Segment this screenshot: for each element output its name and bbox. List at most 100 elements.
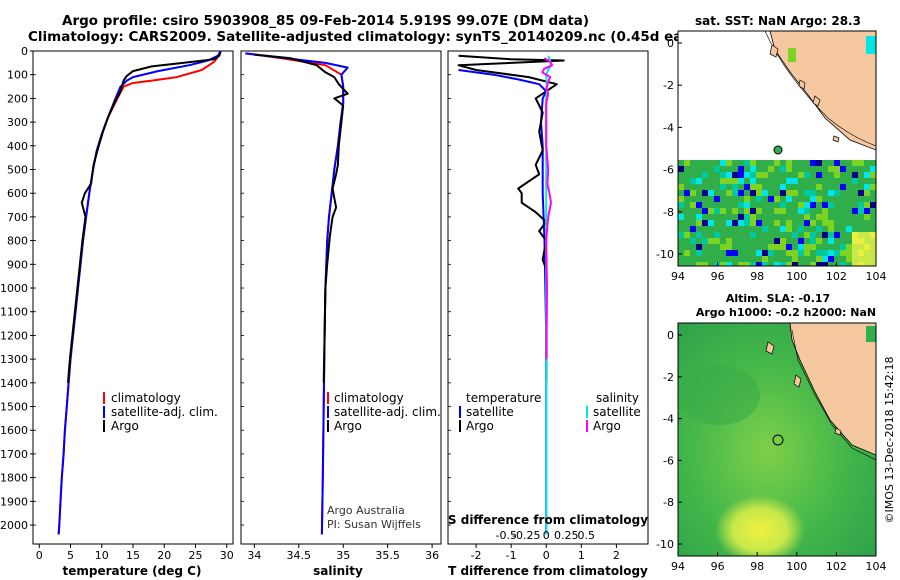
series-climatology — [245, 52, 345, 535]
sst-pixel — [684, 262, 690, 266]
sst-pixel — [804, 184, 810, 190]
sst-pixel — [720, 160, 726, 166]
depth-tick-label: 1200 — [0, 329, 28, 342]
sst-pixel — [846, 178, 852, 184]
sst-pixel — [678, 172, 684, 178]
argo-location-marker — [773, 145, 783, 155]
map-y-tick-label: -2 — [663, 371, 674, 384]
sst-pixel — [756, 232, 762, 238]
sst-pixel — [858, 178, 864, 184]
sst-pixel — [708, 214, 714, 220]
depth-tick-label: 300 — [7, 116, 28, 129]
map-x-tick-label: 94 — [671, 560, 685, 573]
sst-pixel — [690, 172, 696, 178]
sst-pixel — [732, 166, 738, 172]
sst-pixel — [846, 244, 852, 250]
sst-pixel — [780, 178, 786, 184]
sst-pixel — [756, 190, 762, 196]
sst-pixel — [750, 220, 756, 226]
sst-pixel — [786, 220, 792, 226]
sst-pixel — [744, 250, 750, 256]
sst-pixel — [828, 256, 834, 262]
sst-pixel — [750, 196, 756, 202]
sst-pixel — [804, 172, 810, 178]
sst-pixel — [774, 196, 780, 202]
sst-pixel — [738, 160, 744, 166]
sst-pixel — [714, 226, 720, 232]
map-y-tick-label: -4 — [663, 121, 674, 134]
sst-map-axes: 94 96 98 100 102 104 0 -2 -4 -6 -8 -10 — [656, 37, 886, 283]
sst-pixel — [732, 190, 738, 196]
sst-pixel — [780, 244, 786, 250]
sst-pixel — [696, 262, 702, 266]
sst-pixel-green — [788, 48, 796, 62]
sst-pixel — [798, 226, 804, 232]
sst-pixel — [786, 214, 792, 220]
sst-pixel — [774, 202, 780, 208]
imos-credit: ©IMOS 13-Dec-2018 15:42:18 — [883, 357, 896, 524]
sst-pixel — [684, 256, 690, 262]
series-temperature-satellite — [458, 69, 548, 535]
sst-pixel — [786, 172, 792, 178]
sst-pixel — [750, 244, 756, 250]
island-shape — [793, 374, 802, 388]
depth-tick-label: 1900 — [0, 495, 28, 508]
sst-pixel — [768, 184, 774, 190]
sst-pixel — [702, 202, 708, 208]
sst-pixel — [720, 232, 726, 238]
sst-pixel — [804, 244, 810, 250]
sst-pixel — [690, 226, 696, 232]
sst-pixel — [702, 196, 708, 202]
sst-pixel — [864, 172, 870, 178]
sst-pixel — [750, 208, 756, 214]
depth-tick-label: 100 — [7, 69, 28, 82]
sst-pixel — [726, 202, 732, 208]
sst-pixel — [702, 190, 708, 196]
sst-pixel — [690, 220, 696, 226]
sst-pixel — [750, 178, 756, 184]
sst-pixel — [684, 196, 690, 202]
sst-pixel — [756, 250, 762, 256]
sst-pixel — [822, 244, 828, 250]
sst-pixel — [792, 256, 798, 262]
sst-pixel — [798, 196, 804, 202]
sst-map-frame — [677, 30, 877, 267]
sst-pixel — [774, 238, 780, 244]
sst-pixel — [720, 208, 726, 214]
legend-climatology-label: climatology — [334, 391, 404, 405]
sst-pixel — [684, 232, 690, 238]
sla-low-region — [680, 365, 760, 425]
sst-pixel — [732, 196, 738, 202]
sst-pixel — [870, 178, 876, 184]
sst-pixel — [684, 244, 690, 250]
sst-pixel — [762, 238, 768, 244]
sst-pixel — [738, 196, 744, 202]
sst-pixel — [726, 214, 732, 220]
sst-pixel — [684, 190, 690, 196]
sst-pixel — [738, 220, 744, 226]
sst-pixel — [720, 256, 726, 262]
sst-pixel — [786, 244, 792, 250]
sst-pixel — [768, 172, 774, 178]
sst-pixel — [846, 160, 852, 166]
sst-pixel — [696, 166, 702, 172]
sla-map-title-line1: Altim. SLA: -0.17 — [726, 292, 830, 305]
sst-pixel — [810, 172, 816, 178]
salinity-axis-label: salinity — [313, 564, 363, 578]
sst-pixel — [804, 220, 810, 226]
sst-pixel — [846, 226, 852, 232]
sst-pixel — [768, 244, 774, 250]
sst-pixel — [834, 202, 840, 208]
sst-pixel — [678, 256, 684, 262]
difference-legend: temperature satellite Argo salinity sate… — [459, 391, 641, 433]
t-difference-axis-label: T difference from climatology — [448, 564, 648, 578]
sst-pixel — [780, 262, 786, 266]
map-x-tick-label: 100 — [786, 560, 807, 573]
sst-pixel — [774, 190, 780, 196]
sst-pixel — [816, 232, 822, 238]
s-diff-tick-label: -0.25 — [512, 529, 540, 542]
sst-pixel — [852, 190, 858, 196]
sst-pixel — [780, 256, 786, 262]
sst-pixel — [750, 250, 756, 256]
sst-pixel — [870, 196, 876, 202]
